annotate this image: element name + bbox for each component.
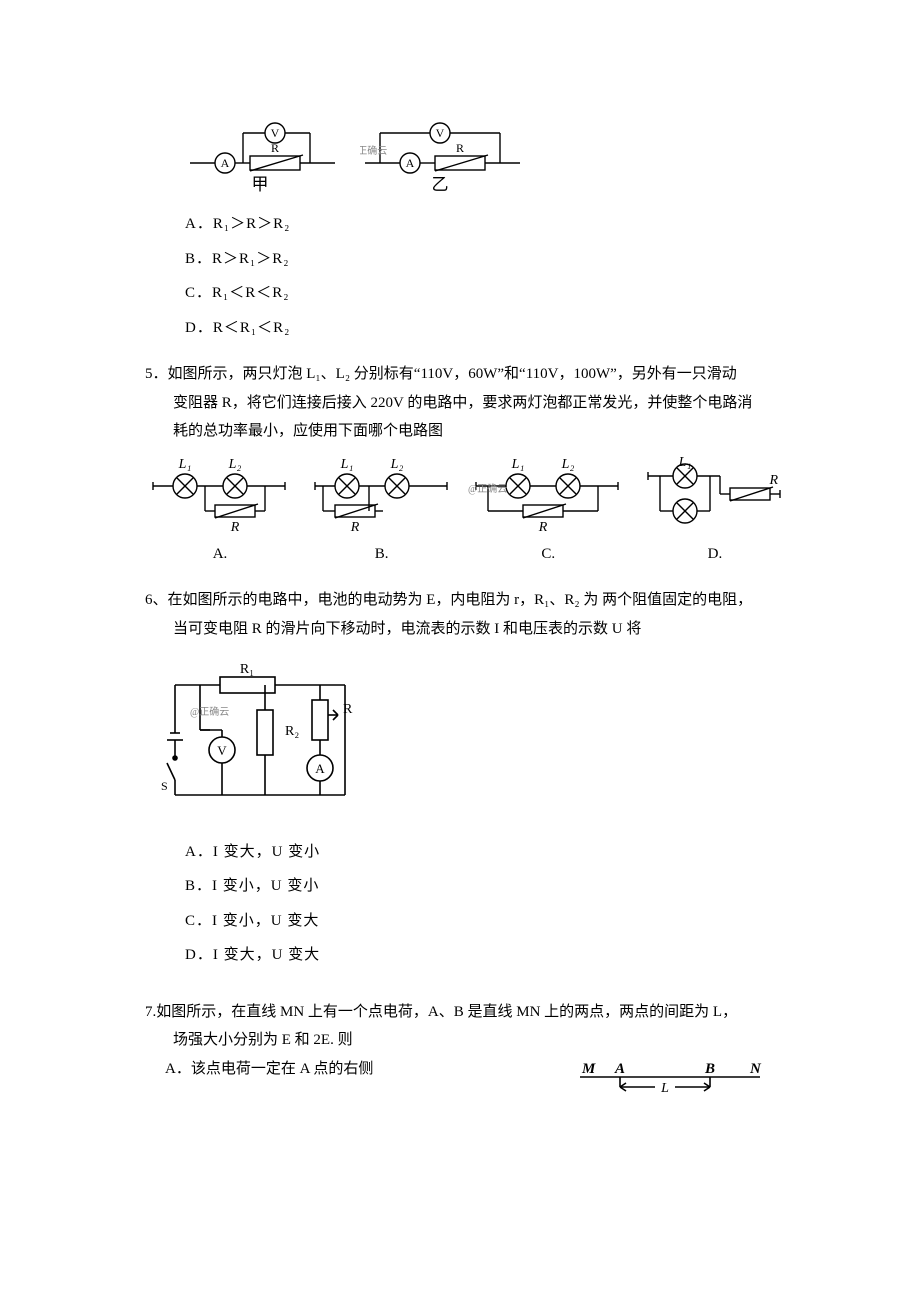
svg-text:L: L	[660, 1081, 669, 1096]
q4-opt-b: B．R＞R₁＞R₂	[185, 245, 790, 274]
q6-text2: 当可变电阻 R 的滑片向下移动时，电流表的示数 I 和电压表的示数 U 将	[173, 615, 790, 644]
svg-text:@正确云: @正确云	[468, 482, 507, 495]
q5-figures: L₁ L₂ R A. L₁	[145, 456, 790, 569]
svg-text:L₁: L₁	[511, 457, 525, 472]
svg-text:B: B	[704, 1061, 715, 1077]
q7-num: 7.	[145, 1004, 156, 1020]
q5-text2: 变阻器 R，将它们连接后接入 220V 的电路中，要求两灯泡都正常发光，并使整个…	[173, 389, 790, 418]
watermark: @正确云	[360, 144, 387, 157]
q5-num: 5．	[145, 366, 168, 382]
q5-label-a: A.	[145, 540, 295, 569]
q5-text1: 如图所示，两只灯泡 L₁、L₂ 分别标有“110V，60W”和“110V，100…	[168, 366, 737, 382]
svg-text:M: M	[581, 1061, 596, 1077]
q4-figures: A V R 甲 A V R @正确云 乙	[185, 118, 790, 198]
svg-text:L₂: L₂	[228, 457, 242, 472]
svg-text:L₁: L₁	[178, 457, 192, 472]
svg-text:A: A	[315, 761, 325, 776]
svg-text:V: V	[217, 743, 227, 758]
q5-circuit-c: L₁ L₂ R @正确云	[468, 456, 628, 536]
ammeter-label: A	[406, 156, 415, 170]
voltmeter-label: V	[436, 126, 445, 140]
svg-text:R: R	[230, 520, 240, 535]
q6-opt-c: C．I 变小，U 变大	[185, 907, 790, 936]
svg-text:L₂: L₂	[561, 457, 575, 472]
q6: 6、在如图所示的电路中，电池的电动势为 E，内电阻为 r，R₁、R₂ 为 两个阻…	[145, 586, 790, 970]
svg-text:L₂: L₂	[389, 457, 403, 472]
svg-text:R: R	[349, 520, 359, 535]
q6-opt-d: D．I 变大，U 变大	[185, 941, 790, 970]
svg-text:A: A	[614, 1061, 625, 1077]
q7-diagram: M A B N L	[570, 1059, 770, 1104]
svg-text:N: N	[749, 1061, 762, 1077]
q6-circuit: R₁ R₂ R V A S @正确云	[155, 655, 365, 815]
q6-num: 6、	[145, 592, 168, 608]
q4-options: A．R₁＞R＞R₂ B．R＞R₁＞R₂ C．R₁＜R＜R₂ D．R＜R₁＜R₂	[185, 210, 790, 342]
q4-opt-c: C．R₁＜R＜R₂	[185, 279, 790, 308]
svg-text:S: S	[161, 779, 168, 793]
q6-opt-a: A．I 变大，U 变小	[185, 838, 790, 867]
voltmeter-label: V	[271, 126, 280, 140]
q5-label-b: B.	[307, 540, 457, 569]
q4-opt-a: A．R₁＞R＞R₂	[185, 210, 790, 239]
svg-text:R: R	[768, 473, 778, 488]
q5-label-c: C.	[468, 540, 628, 569]
q4-circuit-left: A V R 甲	[185, 118, 340, 198]
q4-circuit-right: A V R @正确云 乙	[360, 118, 525, 198]
svg-text:R₂: R₂	[285, 724, 299, 739]
svg-text:L₁: L₁	[678, 456, 692, 470]
q6-options: A．I 变大，U 变小 B．I 变小，U 变小 C．I 变小，U 变大 D．I …	[185, 838, 790, 970]
q5: 5．如图所示，两只灯泡 L₁、L₂ 分别标有“110V，60W”和“110V，1…	[145, 360, 790, 568]
resistor-label: R	[456, 141, 464, 155]
q5-circuit-b: L₁ L₂ R	[307, 456, 457, 536]
q7-text1: 如图所示，在直线 MN 上有一个点电荷，A、B 是直线 MN 上的两点，两点的间…	[156, 1004, 737, 1020]
q4-opt-d: D．R＜R₁＜R₂	[185, 314, 790, 343]
svg-text:@正确云: @正确云	[190, 705, 229, 718]
q6-opt-b: B．I 变小，U 变小	[185, 872, 790, 901]
svg-text:R: R	[538, 520, 548, 535]
q7-text2: 场强大小分别为 E 和 2E. 则	[173, 1026, 790, 1055]
ammeter-label: A	[221, 156, 230, 170]
q7: 7.如图所示，在直线 MN 上有一个点电荷，A、B 是直线 MN 上的两点，两点…	[145, 998, 790, 1115]
q6-text1: 在如图所示的电路中，电池的电动势为 E，内电阻为 r，R₁、R₂ 为 两个阻值固…	[168, 592, 753, 608]
resistor-label: R	[271, 141, 279, 155]
q7-opt-a: A．该点电荷一定在 A 点的右侧	[165, 1055, 373, 1084]
q5-label-d: D.	[640, 540, 790, 569]
q5-circuit-d: L₁ R	[640, 456, 790, 536]
svg-text:R: R	[343, 702, 353, 717]
q5-circuit-a: L₁ L₂ R	[145, 456, 295, 536]
svg-text:R₁: R₁	[240, 662, 254, 677]
svg-text:L₁: L₁	[339, 457, 353, 472]
caption-left: 甲	[252, 175, 269, 194]
caption-right: 乙	[432, 175, 449, 194]
q5-text3: 耗的总功率最小，应使用下面哪个电路图	[173, 417, 790, 446]
